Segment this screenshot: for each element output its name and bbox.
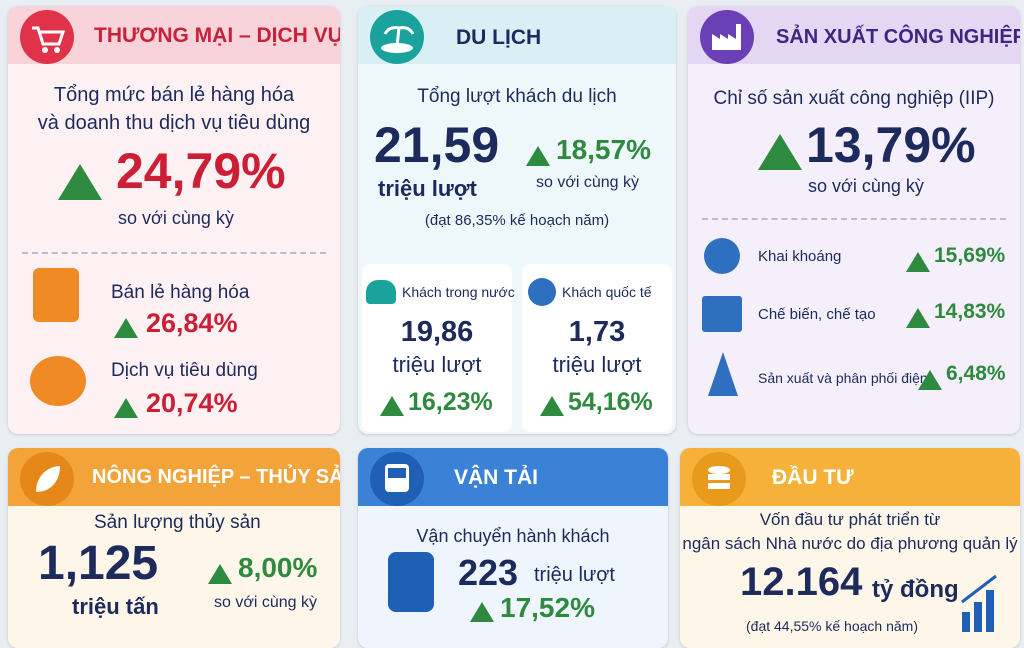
item-growth: 26,84%: [146, 308, 238, 338]
heading: Tổng lượt khách du lịch: [417, 86, 617, 107]
bag-icon: [33, 268, 79, 322]
island-icon: [370, 10, 424, 64]
up-arrow: [906, 252, 930, 272]
item-growth: 15,69%: [934, 244, 1006, 267]
up-arrow: [208, 564, 232, 584]
up-arrow: [758, 134, 802, 170]
up-arrow: [918, 370, 942, 390]
heading: Vận chuyển hành khách: [416, 526, 610, 546]
industry-card: SẢN XUẤT CÔNG NGHIỆP Chỉ số sản xuất côn…: [688, 6, 1020, 434]
growth: 24,79%: [116, 143, 286, 199]
item-label: Sản xuất và phân phối điện: [758, 370, 928, 386]
item-label: Bán lẻ hàng hóa: [111, 282, 250, 303]
investment-card: ĐẦU TƯ Vốn đầu tư phát triển từ ngân sác…: [680, 448, 1020, 648]
heading: Tổng mức bán lẻ hàng hóa: [53, 84, 295, 106]
pylon-icon: [708, 352, 738, 396]
up-arrow: [470, 602, 494, 622]
bus-icon: [370, 452, 424, 506]
card-title: SẢN XUẤT CÔNG NGHIỆP: [776, 26, 1020, 48]
item-label: Dịch vụ tiêu dùng: [111, 360, 258, 381]
domestic-box: Khách trong nước 19,86 triệu lượt 16,23%: [362, 264, 515, 432]
item-growth: 16,23%: [408, 388, 493, 416]
card-title: NÔNG NGHIỆP – THỦY SẢN: [92, 466, 340, 488]
growth: 17,52%: [500, 592, 595, 623]
plant-icon: [702, 296, 742, 332]
card-title: DU LỊCH: [456, 26, 542, 49]
divider: [22, 252, 326, 254]
unit: triệu tấn: [72, 594, 159, 619]
item-label: Chế biến, chế tạo: [758, 306, 876, 323]
growth: 18,57%: [556, 134, 651, 165]
item-total: 19,86: [400, 316, 474, 348]
transport-card: VẬN TẢI Vận chuyển hành khách 223 triệu …: [358, 448, 668, 648]
gear-icon: [704, 238, 740, 274]
compare: so với cùng kỳ: [214, 594, 317, 611]
heading: và doanh thu dịch vụ tiêu dùng: [37, 112, 311, 134]
divider: [702, 218, 1006, 220]
heading: Chỉ số sản xuất công nghiệp (IIP): [713, 88, 995, 109]
item-label: Khách trong nước: [402, 284, 515, 300]
money-icon: [30, 356, 86, 406]
up-arrow: [540, 396, 564, 416]
up-arrow: [380, 396, 404, 416]
up-arrow: [526, 146, 550, 166]
item-unit: triệu lượt: [552, 352, 642, 377]
chart-icon: [961, 574, 997, 632]
up-arrow: [906, 308, 930, 328]
factory-icon: [700, 10, 754, 64]
total: 21,59: [374, 117, 500, 173]
card-title: THƯƠNG MẠI – DỊCH VỤ: [94, 24, 340, 47]
unit: tỷ đồng: [872, 576, 959, 603]
heading: ngân sách Nhà nước do địa phương quản lý: [682, 534, 1018, 553]
item-growth: 14,83%: [934, 300, 1006, 323]
item-growth: 6,48%: [946, 362, 1006, 385]
item-unit: triệu lượt: [392, 352, 482, 377]
item-label: Khách quốc tế: [562, 284, 652, 300]
up-arrow: [114, 318, 138, 338]
card-title: VẬN TẢI: [454, 466, 538, 489]
heading: Vốn đầu tư phát triển từ: [759, 510, 941, 529]
plan: (đạt 44,55% kế hoạch năm): [746, 618, 918, 634]
bus-picture: [388, 552, 434, 612]
item-growth: 20,74%: [146, 388, 238, 418]
growth: 8,00%: [238, 552, 318, 583]
cart-icon: [20, 10, 74, 64]
plan: (đạt 86,35% kế hoạch năm): [424, 212, 610, 229]
unit: triệu lượt: [378, 176, 477, 201]
heading: Sản lượng thủy sản: [94, 512, 261, 533]
international-box: Khách quốc tế 1,73 triệu lượt 54,16%: [522, 264, 672, 432]
item-growth: 54,16%: [568, 388, 653, 416]
leaf-icon: [20, 452, 74, 506]
item-total: 1,73: [568, 316, 626, 348]
total: 1,125: [38, 537, 159, 590]
up-arrow: [58, 164, 102, 200]
up-arrow: [114, 398, 138, 418]
compare: so với cùng kỳ: [118, 208, 234, 228]
agriculture-card: NÔNG NGHIỆP – THỦY SẢN Sản lượng thủy sả…: [8, 448, 340, 648]
unit: triệu lượt: [534, 564, 615, 586]
item-label: Khai khoáng: [758, 248, 842, 265]
growth: 13,79%: [806, 117, 976, 173]
card-title: ĐẦU TƯ: [772, 466, 854, 489]
coins-icon: [692, 452, 746, 506]
people-icon: [366, 280, 396, 304]
commerce-card: THƯƠNG MẠI – DỊCH VỤ Tổng mức bán lẻ hàn…: [8, 6, 340, 434]
compare: so với cùng kỳ: [536, 174, 639, 191]
total: 223: [458, 552, 519, 593]
total: 12.164: [740, 560, 863, 604]
tourism-card: DU LỊCH Tổng lượt khách du lịch 21,59 tr…: [358, 6, 676, 434]
globe-icon: [528, 278, 556, 306]
compare: so với cùng kỳ: [808, 176, 924, 196]
